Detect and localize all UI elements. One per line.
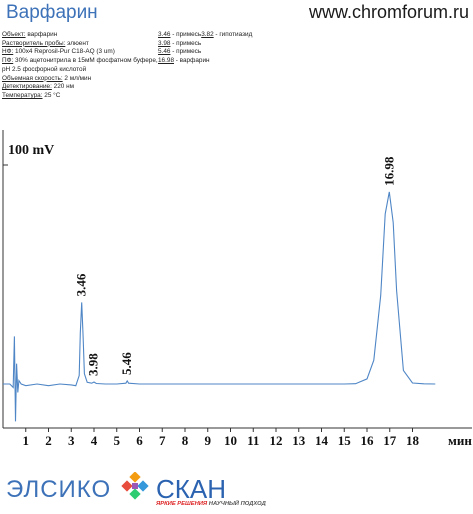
x-tick-label: 9 [205, 433, 212, 448]
page-title: Варфарин [6, 2, 98, 23]
x-tick-label: 8 [182, 433, 189, 448]
tagline-b: НАУЧНЫЙ ПОДХОД [207, 501, 266, 507]
peak-label: 3.46 [74, 273, 89, 296]
scan-logo: СКАН [156, 474, 227, 504]
chromatogram-chart: 100 mV 1 2 3 4 5 6 7 8 9 10 11 12 13 14 15 16 17 18 мин 3… [2, 130, 472, 448]
peak-name: - примесь [170, 48, 202, 56]
condition-row: Объемная скорость: 2 мл/мин [2, 75, 160, 84]
condition-row: НФ: 100x4 Reprosil-Pur C18-AQ (3 um) [2, 48, 160, 57]
chromatogram-trace [3, 191, 436, 422]
condition-label: Температура: [2, 91, 43, 99]
peak-table: 3.46 - примесь3.82 - гипотиазид 3.98 - п… [158, 31, 252, 66]
peak-time: 3.98 [158, 39, 171, 47]
peak-label-group: 3.46 3.98 5.46 16.98 [74, 156, 397, 376]
peak-row: 3.98 - примесь [158, 40, 252, 49]
peak-row: 5.46 - примесь [158, 48, 252, 57]
condition-label: ПФ: [2, 57, 14, 65]
peak-time: 3.82 [201, 31, 214, 38]
condition-row: Температура: 25 °С [2, 92, 160, 101]
x-tick-label: 12 [270, 433, 283, 448]
condition-label: НФ: [2, 48, 14, 56]
x-tick-label: 13 [292, 433, 306, 448]
x-tick-label: 6 [136, 433, 143, 448]
peak-label: 16.98 [381, 156, 396, 186]
condition-label: Объемная скорость: [2, 74, 63, 82]
condition-label: Объект: [2, 31, 26, 38]
peak-name: - гипотиазид [213, 31, 253, 38]
condition-row: Объект: варфарин [2, 31, 160, 40]
x-tick-label: 15 [338, 433, 352, 448]
condition-value: элюент [65, 39, 89, 47]
x-tick-label: 2 [45, 433, 52, 448]
condition-value: 100x4 Reprosil-Pur C18-AQ (3 um) [13, 48, 115, 56]
mosaic-logo-icon [121, 472, 149, 500]
x-tick-label: 11 [247, 433, 259, 448]
x-tick-label: 18 [406, 433, 420, 448]
condition-label: Растворитель пробы: [2, 39, 66, 47]
condition-row: Детектирование: 220 нм [2, 83, 160, 92]
peak-name: - примесь [170, 39, 202, 47]
peak-name: - варфарин [174, 57, 210, 65]
tagline: ЯРКИЕ РЕШЕНИЯ НАУЧНЫЙ ПОДХОД [156, 501, 266, 507]
x-tick-label: 3 [68, 433, 75, 448]
x-tick-label: 5 [114, 433, 121, 448]
x-tick-group [25, 428, 413, 432]
x-tick-label: 17 [383, 433, 397, 448]
condition-value: 25 °С [42, 91, 61, 99]
x-tick-label-group: 1 2 3 4 5 6 7 8 9 10 11 12 13 14 15 16 17 18 [23, 433, 420, 448]
condition-row: ПФ: 30% ацетонитрила в 15мМ фосфатном бу… [2, 57, 160, 74]
x-tick-label: 14 [315, 433, 329, 448]
elsiko-logo: ЭЛСИКО [6, 476, 112, 503]
site-url: www.chromforum.ru [308, 2, 469, 22]
scale-label: 100 mV [8, 143, 54, 158]
peak-row: 3.46 - примесь3.82 - гипотиазид [158, 31, 252, 40]
footer-logos: ЭЛСИКО СКАН ЯРКИЕ РЕШЕНИЯ НАУЧНЫЙ ПОДХОД [0, 466, 473, 514]
condition-label: Детектирование: [2, 83, 52, 91]
peak-time: 3.46 [158, 31, 171, 38]
peak-name: - примесь [170, 31, 202, 38]
peak-time: 5.46 [158, 48, 171, 56]
x-tick-label: 7 [159, 433, 166, 448]
condition-row: Растворитель пробы: элюент [2, 40, 160, 49]
condition-value: варфарин [25, 31, 58, 38]
tagline-a: ЯРКИЕ РЕШЕНИЯ [156, 501, 208, 507]
x-tick-label: 10 [224, 433, 237, 448]
peak-time: 16.98 [158, 57, 174, 65]
condition-value: 2 мл/мин [62, 74, 92, 82]
x-unit-label: мин [448, 433, 472, 448]
condition-value: 30% ацетонитрила в 15мМ фосфатном буфере… [2, 57, 158, 73]
peak-label: 5.46 [119, 352, 134, 375]
conditions-list: Объект: варфарин Растворитель пробы: элю… [2, 31, 160, 101]
condition-value: 220 нм [51, 83, 74, 91]
x-tick-label: 1 [23, 433, 30, 448]
x-tick-label: 16 [361, 433, 375, 448]
peak-label: 3.98 [86, 353, 101, 376]
x-tick-label: 4 [91, 433, 98, 448]
peak-row: 16.98 - варфарин [158, 57, 252, 66]
